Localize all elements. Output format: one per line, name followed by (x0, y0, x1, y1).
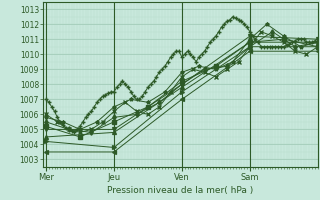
X-axis label: Pression niveau de la mer( hPa ): Pression niveau de la mer( hPa ) (107, 186, 254, 195)
